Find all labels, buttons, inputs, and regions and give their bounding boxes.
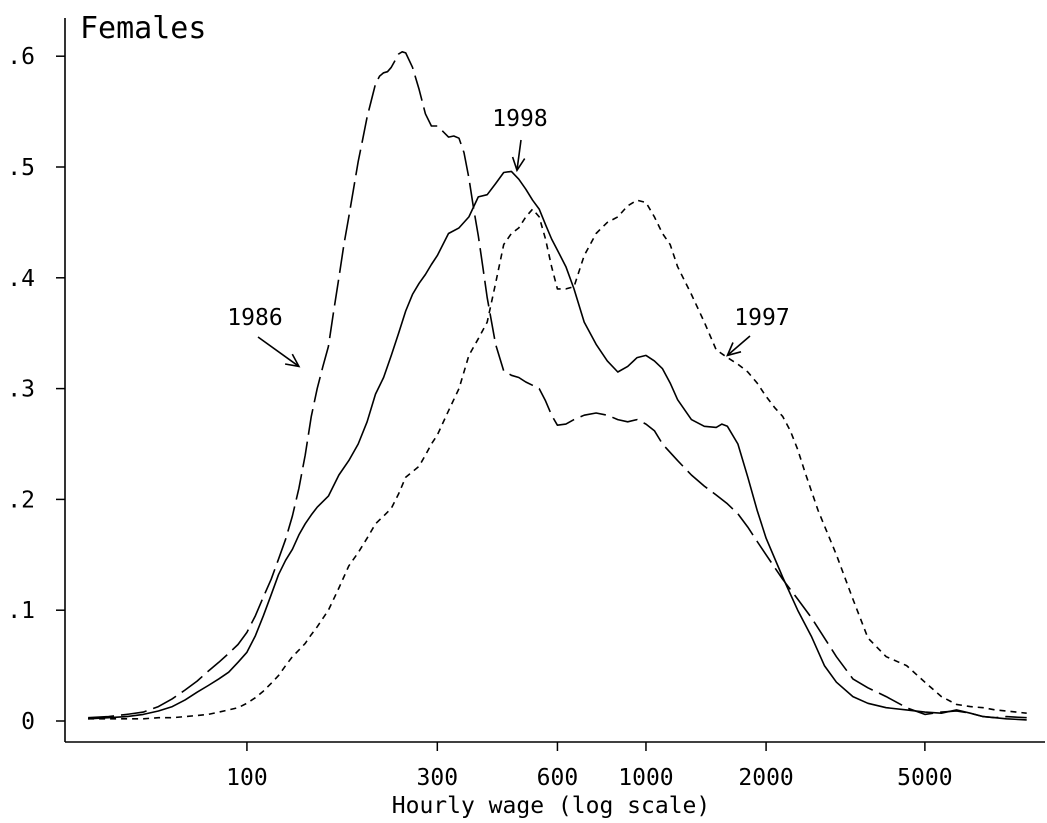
series-layer <box>88 51 1027 721</box>
y-tick-label: .6 <box>7 44 35 70</box>
annotation-arrowhead-1986 <box>284 353 301 368</box>
x-tick-label: 600 <box>537 765 579 791</box>
x-axis-ticks: 100 300 600 1000 2000 5000 <box>226 742 953 791</box>
chart-title: Females <box>80 11 206 46</box>
annotation-label-1998: 1998 <box>492 106 547 132</box>
annotation-layer: 1986 1998 1997 <box>227 106 790 368</box>
x-tick-label: 300 <box>417 765 459 791</box>
y-axis-ticks: 0 .1 .2 .3 .4 .5 .6 <box>7 44 65 735</box>
series-line-1997 <box>88 199 1027 720</box>
annotation-arrow-1986 <box>257 336 300 368</box>
series-line-1986 <box>88 51 1027 719</box>
y-tick-label: 0 <box>21 709 35 735</box>
x-tick-label: 1000 <box>618 765 673 791</box>
x-tick-label: 100 <box>226 765 268 791</box>
y-tick-label: .3 <box>7 377 35 403</box>
y-tick-label: .4 <box>7 266 35 292</box>
annotation-arrow-1998 <box>516 139 522 171</box>
x-tick-label: 5000 <box>897 765 952 791</box>
annotation-arrowhead-1998 <box>511 156 526 173</box>
y-tick-label: .5 <box>7 155 35 181</box>
y-tick-label: .1 <box>7 598 35 624</box>
annotation-label-1997: 1997 <box>734 305 789 331</box>
y-tick-label: .2 <box>7 487 35 513</box>
annotation-arrowhead-1997 <box>726 342 742 357</box>
annotation-arrow-1997 <box>726 335 751 356</box>
annotation-label-1986: 1986 <box>227 305 282 331</box>
x-axis-title: Hourly wage (log scale) <box>392 793 711 819</box>
x-tick-label: 2000 <box>738 765 793 791</box>
series-line-1998 <box>88 170 1027 721</box>
